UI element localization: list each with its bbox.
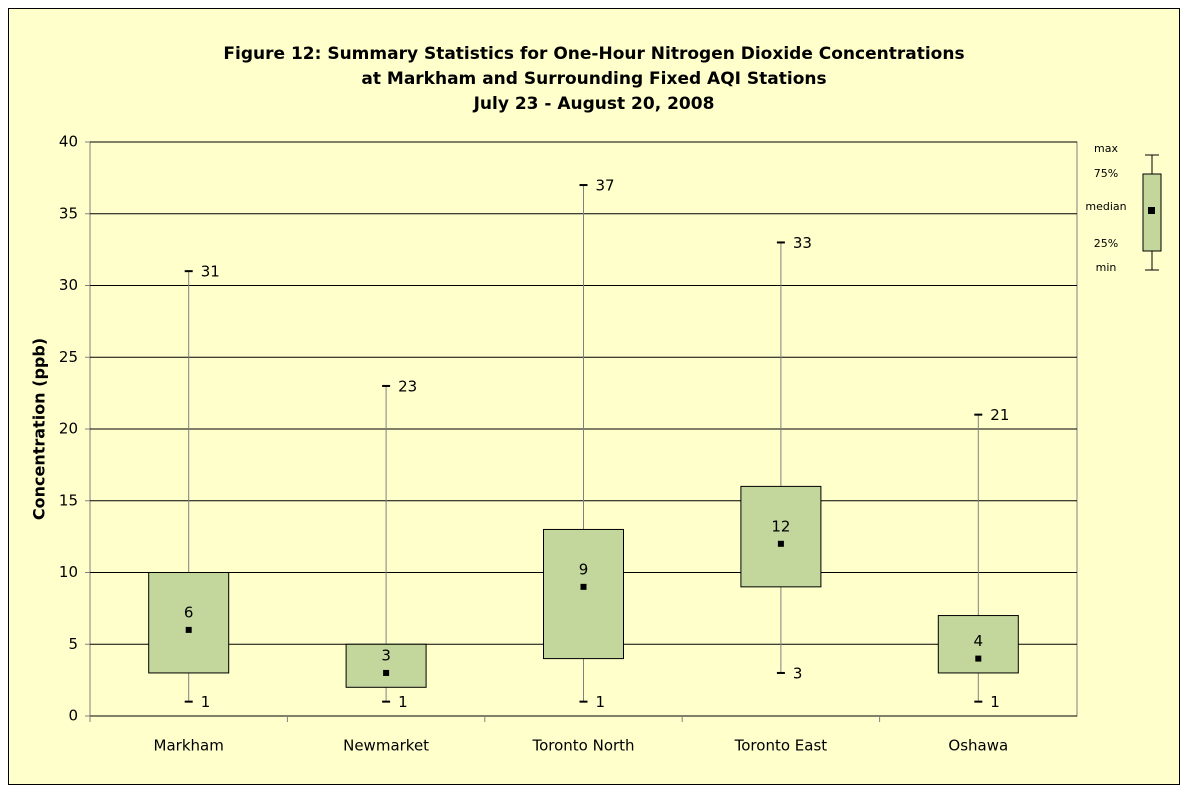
legend-label: min [1096, 261, 1117, 274]
y-axis-label: Concentration (ppb) [30, 338, 49, 520]
chart-title: July 23 - August 20, 2008 [473, 94, 715, 114]
legend: max 75% median 25% min [1085, 142, 1162, 274]
x-tick-label: Markham [154, 737, 224, 755]
legend-median [1148, 207, 1155, 214]
median [185, 626, 192, 633]
value-label: 6 [184, 603, 194, 621]
x-tick-label: Toronto North [531, 737, 634, 755]
box [937, 615, 1019, 674]
chart-title: Figure 12: Summary Statistics for One-Ho… [223, 44, 964, 64]
x-tick-label: Newmarket [343, 737, 429, 755]
median [383, 669, 390, 676]
value-label: 21 [990, 406, 1009, 424]
value-label: 1 [990, 693, 1000, 711]
chart-title: at Markham and Surrounding Fixed AQI Sta… [361, 69, 826, 89]
x-tick-label: Toronto East [734, 737, 828, 755]
legend-label: max [1094, 142, 1118, 155]
value-label: 37 [596, 177, 615, 195]
y-tick-label: 20 [59, 420, 78, 438]
value-label: 9 [579, 560, 589, 578]
value-label: 1 [398, 693, 408, 711]
y-tick-label: 5 [68, 635, 78, 653]
value-label: 3 [793, 664, 803, 682]
value-label: 3 [381, 646, 391, 664]
x-tick-label: Oshawa [948, 737, 1008, 755]
y-tick-label: 10 [59, 563, 78, 581]
y-tick-label: 0 [68, 707, 78, 725]
y-tick-label: 35 [59, 204, 78, 222]
value-label: 33 [793, 234, 812, 252]
median [777, 540, 784, 547]
value-label: 12 [771, 517, 790, 535]
median [580, 583, 587, 590]
value-label: 4 [974, 632, 984, 650]
value-label: 31 [201, 263, 220, 281]
box [543, 528, 624, 660]
box [148, 572, 230, 674]
box [345, 643, 427, 688]
legend-label: 25% [1094, 237, 1118, 250]
y-tick-label: 40 [59, 133, 78, 151]
box [740, 485, 822, 588]
legend-label: 75% [1094, 167, 1118, 180]
y-tick-label: 15 [59, 491, 78, 509]
y-tick-label: 25 [59, 348, 78, 366]
value-label: 1 [201, 693, 211, 711]
y-tick-label: 30 [59, 276, 78, 294]
value-label: 1 [596, 693, 606, 711]
value-label: 23 [398, 377, 417, 395]
legend-label: median [1085, 200, 1126, 213]
median [975, 655, 982, 662]
